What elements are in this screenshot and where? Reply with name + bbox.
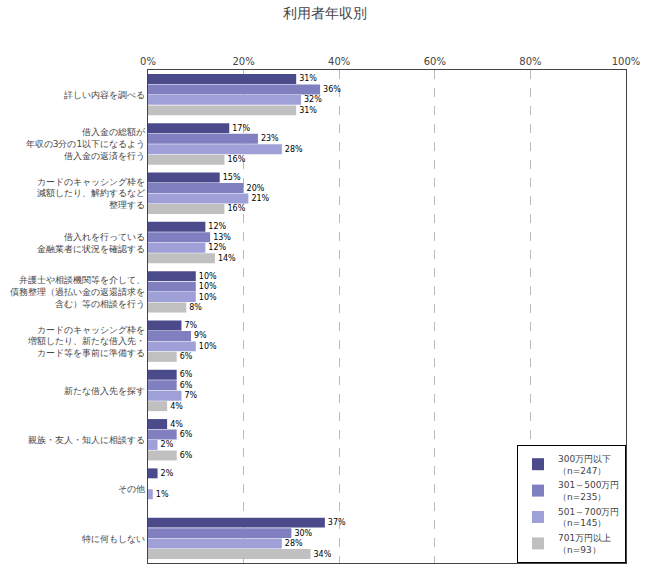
svg-text:4%: 4%	[170, 420, 183, 429]
svg-text:8%: 8%	[189, 303, 202, 312]
svg-text:7%: 7%	[184, 391, 197, 400]
svg-text:13%: 13%	[213, 233, 231, 242]
svg-text:60%: 60%	[424, 56, 446, 67]
svg-text:28%: 28%	[285, 539, 303, 548]
svg-text:新たな借入先を探す: 新たな借入先を探す	[64, 386, 145, 396]
svg-text:28%: 28%	[285, 145, 303, 154]
svg-text:300万円以下（n=247）: 300万円以下（n=247）	[558, 454, 611, 476]
svg-text:31%: 31%	[299, 74, 317, 83]
svg-text:6%: 6%	[180, 352, 193, 361]
svg-text:その他: その他	[118, 484, 145, 494]
svg-text:12%: 12%	[208, 243, 226, 252]
svg-text:30%: 30%	[294, 529, 312, 538]
svg-text:20%: 20%	[232, 56, 254, 67]
svg-text:16%: 16%	[227, 155, 245, 164]
svg-text:特に何もしない: 特に何もしない	[82, 534, 145, 544]
svg-text:6%: 6%	[180, 430, 193, 439]
svg-text:100%: 100%	[612, 56, 641, 67]
svg-text:32%: 32%	[304, 95, 322, 104]
svg-text:借入れを行っている金融業者に状況を確認する: 借入れを行っている金融業者に状況を確認する	[37, 232, 145, 254]
svg-text:301～500万円（n=235）: 301～500万円（n=235）	[558, 480, 619, 502]
svg-text:23%: 23%	[261, 134, 279, 143]
svg-text:7%: 7%	[184, 321, 197, 330]
svg-text:6%: 6%	[180, 370, 193, 379]
svg-text:17%: 17%	[232, 124, 250, 133]
svg-text:16%: 16%	[227, 204, 245, 213]
svg-text:36%: 36%	[323, 85, 341, 94]
svg-text:借入金の総額が年収の3分の1以下になるよう借入金の返済を行う: 借入金の総額が年収の3分の1以下になるよう借入金の返済を行う	[26, 127, 146, 160]
svg-text:37%: 37%	[328, 518, 346, 527]
svg-text:40%: 40%	[328, 56, 350, 67]
svg-text:2%: 2%	[161, 440, 174, 449]
svg-text:701万円以上（n=93）: 701万円以上（n=93）	[558, 533, 611, 555]
svg-text:14%: 14%	[218, 254, 236, 263]
svg-text:6%: 6%	[180, 381, 193, 390]
svg-text:34%: 34%	[314, 550, 332, 559]
svg-text:20%: 20%	[247, 184, 265, 193]
svg-text:親族・友人・知人に相談する: 親族・友人・知人に相談する	[28, 435, 145, 445]
svg-text:31%: 31%	[299, 106, 317, 115]
svg-text:カードのキャッシング枠を減額したり、解約するなど整理する: カードのキャッシング枠を減額したり、解約するなど整理する	[37, 177, 145, 210]
svg-text:弁護士や相談機関等を介して、債務整理（過払い金の返還請求を含: 弁護士や相談機関等を介して、債務整理（過払い金の返還請求を含む）等の相談を行う	[10, 275, 145, 308]
svg-text:6%: 6%	[180, 451, 193, 460]
svg-text:80%: 80%	[519, 56, 541, 67]
svg-text:1%: 1%	[156, 490, 169, 499]
svg-text:カードのキャッシング枠を増額したり、新たな借入先・カード等を: カードのキャッシング枠を増額したり、新たな借入先・カード等を事前に準備する	[27, 325, 145, 358]
svg-text:2%: 2%	[161, 469, 174, 478]
svg-text:利用者年収別: 利用者年収別	[283, 5, 367, 21]
svg-text:15%: 15%	[223, 173, 241, 182]
svg-text:9%: 9%	[194, 331, 207, 340]
svg-text:501～700万円（n=145）: 501～700万円（n=145）	[558, 507, 619, 529]
svg-text:10%: 10%	[199, 293, 217, 302]
svg-text:21%: 21%	[251, 194, 269, 203]
svg-text:詳しい内容を調べる: 詳しい内容を調べる	[64, 90, 145, 100]
svg-text:4%: 4%	[170, 402, 183, 411]
svg-text:0%: 0%	[140, 56, 156, 67]
svg-text:10%: 10%	[199, 342, 217, 351]
svg-text:10%: 10%	[199, 272, 217, 281]
svg-text:10%: 10%	[199, 282, 217, 291]
svg-text:12%: 12%	[208, 222, 226, 231]
